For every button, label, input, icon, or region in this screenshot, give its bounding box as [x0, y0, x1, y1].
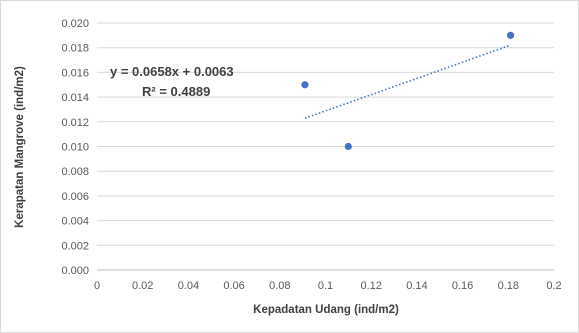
data-point: [344, 142, 352, 151]
data-point: [301, 81, 309, 89]
trendline-group: [304, 44, 511, 119]
x-tick-label: 0.2: [546, 280, 561, 292]
trendline-equation: y = 0.0658x + 0.0063: [110, 64, 234, 79]
x-tick-label: 0.12: [360, 280, 381, 292]
y-tick-label: 0.004: [61, 216, 89, 228]
y-tick-label: 0.002: [61, 240, 89, 252]
y-axis-title: Kerapatan Mangrove (ind/m2): [14, 66, 26, 228]
r-squared-label: R² = 0.4889: [142, 84, 210, 99]
x-tick-label: 0.14: [406, 280, 427, 292]
x-tick-label: 0.18: [498, 280, 519, 292]
trendline: [304, 44, 511, 119]
y-tick-label: 0.000: [61, 265, 89, 277]
grid-lines: [97, 22, 554, 271]
y-tick-labels: 0.000 0.002 0.004 0.006 0.008 0.010 0.012 0.014…: [61, 18, 89, 277]
y-tick-label: 0.018: [61, 43, 89, 55]
y-tick-label: 0.014: [61, 92, 89, 104]
x-tick-label: 0.1: [318, 280, 333, 292]
y-tick-label: 0.016: [61, 67, 89, 79]
y-tick-label: 0.010: [61, 142, 89, 154]
x-tick-label: 0.06: [223, 280, 244, 292]
y-tick-label: 0.006: [61, 191, 89, 203]
data-points: [301, 31, 515, 151]
x-tick-label: 0: [94, 280, 100, 292]
x-tick-labels: 0 0.02 0.04 0.06 0.08 0.1 0.12 0.14 0.16 0.18 0.2: [94, 280, 562, 292]
y-tick-label: 0.012: [61, 117, 89, 129]
y-tick-label: 0.020: [61, 18, 89, 30]
data-point: [506, 31, 515, 39]
y-tick-label: 0.008: [61, 166, 89, 178]
x-tick-label: 0.16: [452, 280, 473, 292]
x-axis-title: Kepadatan Udang (ind/m2): [253, 304, 399, 316]
x-tick-label: 0.02: [132, 280, 153, 292]
x-tick-label: 0.04: [178, 280, 199, 292]
x-tick-label: 0.08: [269, 280, 290, 292]
